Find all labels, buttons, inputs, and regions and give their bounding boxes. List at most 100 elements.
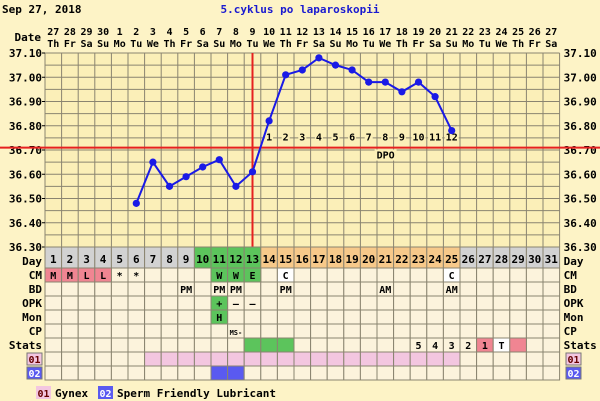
cp-cell	[492, 323, 511, 339]
cycle-day: 27	[478, 253, 491, 266]
opk-cell	[110, 295, 129, 311]
opk-entry: –	[233, 299, 240, 310]
date-tick: 23	[479, 27, 491, 38]
cm-cell	[310, 267, 328, 283]
y-tick-left: 37.00	[9, 71, 42, 84]
c1-cell	[210, 365, 229, 381]
cp-cell	[343, 323, 361, 339]
mon-cell	[110, 309, 129, 325]
cp-cell	[509, 323, 527, 339]
cm-cell	[459, 267, 478, 283]
c1-cell	[127, 365, 146, 381]
date-tick: 29	[80, 27, 92, 38]
temperature-point	[215, 156, 223, 164]
temperature-point	[232, 182, 240, 190]
cm-cell	[160, 267, 179, 283]
date-tick: 21	[446, 27, 458, 38]
date-tick: 4	[166, 27, 172, 38]
opk-cell	[61, 295, 79, 311]
cm-entry: E	[249, 271, 255, 282]
c1-cell	[44, 365, 63, 381]
stats-marker	[260, 337, 278, 353]
y-tick-left: 36.80	[9, 120, 42, 133]
date-tick: 15	[346, 27, 358, 38]
cp-cell	[426, 323, 444, 339]
weekday-tick: Su	[97, 39, 109, 50]
date-tick: 18	[396, 27, 408, 38]
c0-cell	[509, 351, 527, 367]
stats-cell	[343, 337, 361, 353]
opk-entry: –	[249, 299, 256, 310]
stats-cell	[144, 337, 162, 353]
weekday-tick: Fr	[180, 39, 192, 50]
mon-cell	[94, 309, 112, 325]
c1-cell	[160, 365, 179, 381]
bd-cell	[525, 281, 544, 297]
y-tick-left: 36.60	[9, 168, 42, 181]
cp-cell	[94, 323, 112, 339]
c0-cell	[44, 351, 63, 367]
bd-cell	[326, 281, 345, 297]
dpo-label: 2	[283, 133, 289, 144]
cm-cell	[376, 267, 395, 283]
bd-cell	[509, 281, 527, 297]
opk-cell	[525, 295, 544, 311]
cycle-day: 3	[83, 253, 90, 266]
cp-cell	[177, 323, 195, 339]
stats-cell	[293, 337, 312, 353]
c0-cell	[210, 351, 229, 367]
stats-entry: T	[498, 341, 504, 352]
custom-code-left: 02	[28, 369, 40, 380]
cm-entry: L	[83, 271, 89, 282]
bd-cell	[343, 281, 361, 297]
bd-entry: PM	[213, 285, 225, 296]
weekday-tick: Sa	[313, 39, 325, 50]
date-tick: 6	[200, 27, 206, 38]
c0-cell	[160, 351, 179, 367]
weekday-tick: Th	[280, 39, 292, 50]
mon-row-label: Mon	[22, 311, 42, 324]
chart-title: 5.cyklus po laparoskopii	[221, 3, 380, 16]
mon-cell	[144, 309, 162, 325]
stats-cell	[310, 337, 328, 353]
bd-cell	[359, 281, 378, 297]
mon-cell	[227, 309, 245, 325]
y-tick-right: 36.50	[564, 193, 597, 206]
cycle-day: 16	[296, 253, 310, 266]
cm-cell	[359, 267, 378, 283]
cycle-day: 14	[262, 253, 276, 266]
cp-cell	[44, 323, 63, 339]
c0-cell	[376, 351, 395, 367]
cp-row-label: CP	[29, 325, 43, 338]
mon-cell	[293, 309, 312, 325]
stats-row-label: Stats	[9, 339, 42, 352]
cm-cell	[326, 267, 345, 283]
weekday-tick: Sa	[197, 39, 209, 50]
opk-row-label: OPK	[22, 297, 42, 310]
cm-entry: *	[117, 271, 123, 282]
mon-cell	[542, 309, 561, 325]
temperature-point	[182, 173, 190, 181]
stats-cell	[326, 337, 345, 353]
cm-cell	[426, 267, 444, 283]
dpo-label: 1	[266, 133, 272, 144]
weekday-tick: Fr	[529, 39, 541, 50]
c0-cell	[459, 351, 478, 367]
c0-cell	[293, 351, 312, 367]
c1-cell	[509, 365, 527, 381]
custom-code-right: 01	[567, 355, 579, 366]
dpo-title: DPO	[377, 151, 395, 162]
mon-cell	[509, 309, 527, 325]
cm-row-label-right: CM	[564, 269, 578, 282]
cm-entry: C	[449, 271, 455, 282]
c0-cell	[227, 351, 245, 367]
dpo-label-bg	[364, 131, 373, 143]
date-tick: 11	[280, 27, 292, 38]
day-row-label: Day	[22, 255, 42, 268]
c1-cell	[293, 365, 312, 381]
date-tick: 26	[529, 27, 541, 38]
mon-cell	[276, 309, 295, 325]
mon-cell	[476, 309, 494, 325]
bd-cell	[476, 281, 494, 297]
mon-cell	[44, 309, 63, 325]
